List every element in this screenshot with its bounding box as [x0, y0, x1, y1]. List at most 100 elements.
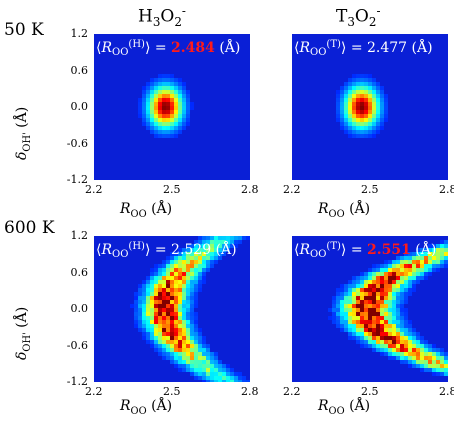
heatmap-cell	[400, 324, 404, 328]
y-axis-title-bottom: δOH' (Å)	[14, 306, 33, 360]
heatmap-cell	[146, 308, 150, 312]
heatmap-cell	[392, 332, 396, 336]
heatmap-cell	[384, 292, 388, 296]
heatmap-cell	[158, 292, 162, 296]
heatmap-cell	[364, 308, 368, 312]
heatmap-cell	[400, 300, 404, 304]
heatmap-cell	[170, 316, 174, 320]
heatmap-panel-50k-t: ⟨ROO(T)⟩ = 2.477 (Å)	[292, 34, 448, 180]
heatmap-cell	[150, 114, 154, 118]
heatmap-cell	[396, 320, 400, 324]
heatmap-cell	[146, 106, 150, 110]
heatmap-cell	[202, 364, 206, 368]
heatmap-cell	[178, 260, 182, 264]
heatmap-cell	[344, 106, 348, 110]
heatmap-cell	[162, 280, 166, 284]
heatmap-cell	[412, 272, 416, 276]
heatmap-cell	[178, 90, 182, 94]
heatmap-cell	[348, 114, 352, 118]
heatmap-cell	[372, 264, 376, 268]
heatmap-cell	[444, 256, 448, 260]
heatmap-cell	[150, 280, 154, 284]
heatmap-cell	[170, 336, 174, 340]
heatmap-cell	[392, 356, 396, 360]
heatmap-cell	[356, 312, 360, 316]
heatmap-cell	[162, 348, 166, 352]
heatmap-cell	[186, 348, 190, 352]
heatmap-cell	[198, 272, 202, 276]
heatmap-cell	[384, 316, 388, 320]
heatmap-cell	[210, 256, 214, 260]
heatmap-cell	[174, 94, 178, 98]
heatmap-cell	[404, 256, 408, 260]
heatmap-cell	[356, 320, 360, 324]
heatmap-cell	[234, 244, 238, 248]
heatmap-cell	[408, 292, 412, 296]
heatmap-cell	[198, 368, 202, 372]
heatmap-cell	[380, 328, 384, 332]
heatmap-cell	[178, 106, 182, 110]
heatmap-cell	[162, 284, 166, 288]
heatmap-cell	[198, 348, 202, 352]
heatmap-cell	[412, 288, 416, 292]
heatmap-cell	[344, 130, 348, 134]
heatmap-cell	[352, 296, 356, 300]
heatmap-cell	[428, 268, 432, 272]
heatmap-cell	[336, 320, 340, 324]
heatmap-cell	[174, 90, 178, 94]
heatmap-cell	[182, 110, 186, 114]
heatmap-cell	[190, 276, 194, 280]
heatmap-cell	[352, 312, 356, 316]
heatmap-cell	[436, 252, 440, 256]
heatmap-cell	[174, 344, 178, 348]
heatmap-cell	[352, 288, 356, 292]
heatmap-cell	[166, 328, 170, 332]
heatmap-cell	[158, 316, 162, 320]
heatmap-cell	[400, 340, 404, 344]
heatmap-cell	[226, 376, 230, 380]
heatmap-cell	[348, 336, 352, 340]
heatmap-cell	[440, 260, 444, 264]
heatmap-cell	[142, 292, 146, 296]
heatmap-cell	[344, 288, 348, 292]
heatmap-cell	[364, 312, 368, 316]
heatmap-cell	[408, 352, 412, 356]
heatmap-cell	[142, 118, 146, 122]
heatmap-cell	[206, 244, 210, 248]
heatmap-cell	[154, 134, 158, 138]
heatmap-cell	[174, 316, 178, 320]
heatmap-cell	[344, 98, 348, 102]
heatmap-cell	[344, 320, 348, 324]
heatmap-cell	[408, 288, 412, 292]
heatmap-cell	[178, 272, 182, 276]
heatmap-cell	[380, 324, 384, 328]
heatmap-cell	[174, 122, 178, 126]
heatmap-cell	[340, 106, 344, 110]
heatmap-cell	[190, 312, 194, 316]
heatmap-cell	[210, 244, 214, 248]
heatmap-cell	[368, 292, 372, 296]
heatmap-cell	[408, 276, 412, 280]
heatmap-cell	[388, 324, 392, 328]
heatmap-cell	[380, 296, 384, 300]
heatmap-cell	[440, 244, 444, 248]
heatmap-cell	[360, 308, 364, 312]
heatmap-cell	[392, 292, 396, 296]
heatmap-cell	[364, 280, 368, 284]
heatmap-cell	[352, 320, 356, 324]
heatmap-cell	[444, 352, 448, 356]
heatmap-cell	[138, 110, 142, 114]
heatmap-cell	[364, 320, 368, 324]
heatmap-cell	[384, 352, 388, 356]
heatmap-cell	[190, 106, 194, 110]
heatmap-cell	[142, 328, 146, 332]
heatmap-cell	[388, 268, 392, 272]
heatmap-cell	[352, 126, 356, 130]
heatmap-cell	[412, 356, 416, 360]
heatmap-cell	[352, 280, 356, 284]
heatmap-cell	[396, 324, 400, 328]
heatmap-cell	[368, 280, 372, 284]
heatmap-cell	[416, 268, 420, 272]
heatmap-cell	[238, 240, 242, 244]
heatmap-cell	[436, 268, 440, 272]
